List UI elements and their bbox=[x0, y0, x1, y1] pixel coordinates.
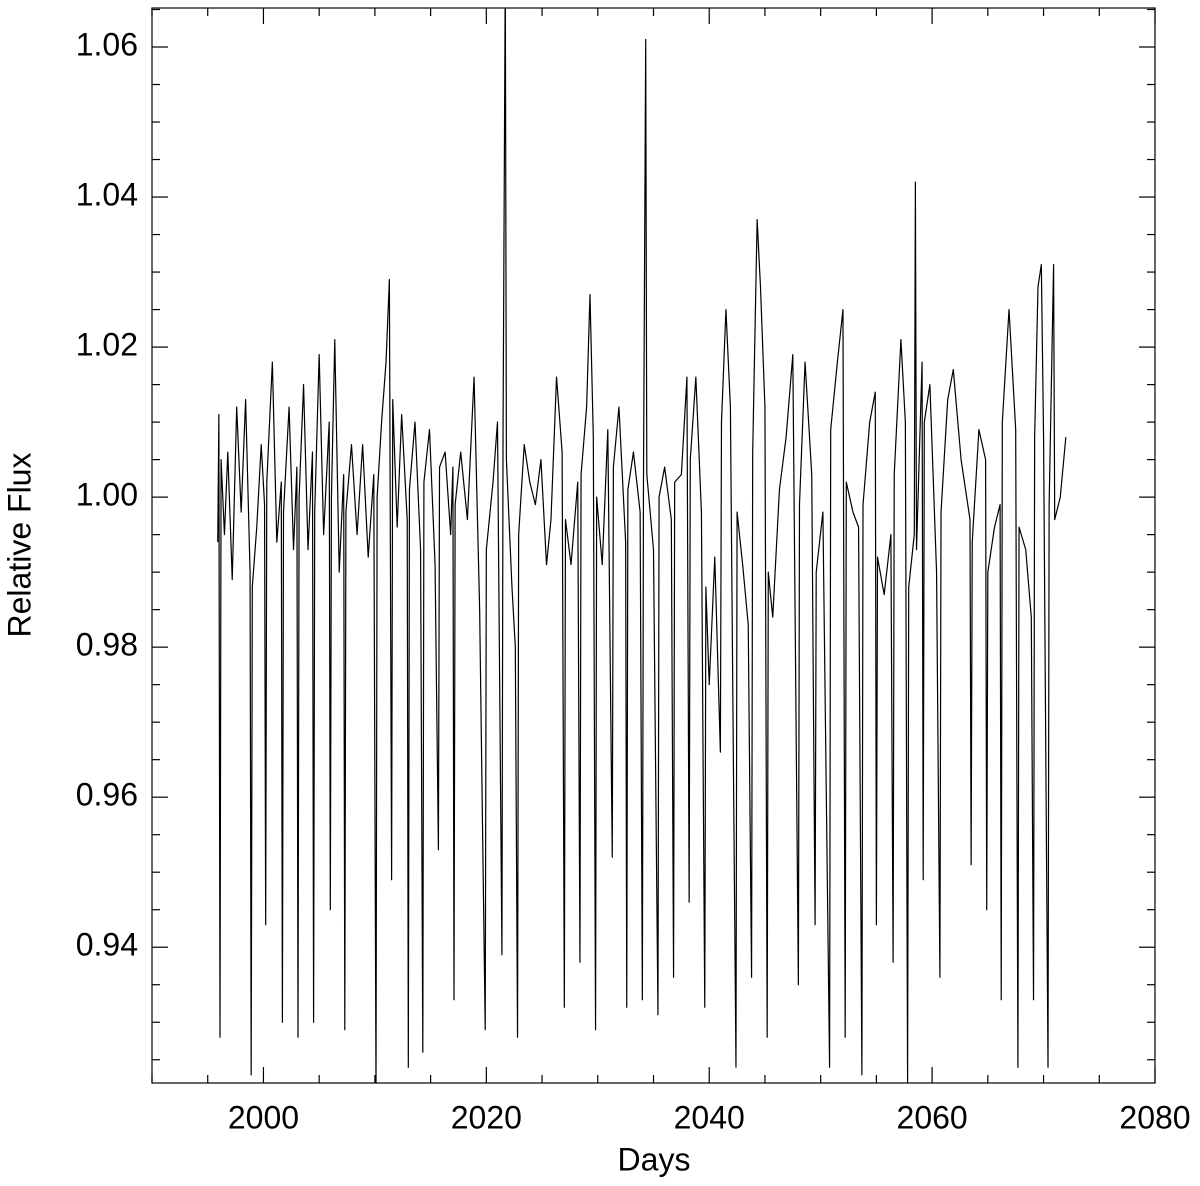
x-tick-label: 2000 bbox=[228, 1099, 299, 1135]
x-axis-label: Days bbox=[618, 1141, 691, 1177]
y-axis-label: Relative Flux bbox=[1, 453, 37, 638]
y-tick-label: 0.98 bbox=[76, 627, 138, 663]
x-tick-label: 2040 bbox=[674, 1099, 745, 1135]
y-tick-label: 0.94 bbox=[76, 927, 138, 963]
flux-line bbox=[217, 8, 1067, 1083]
x-tick-label: 2080 bbox=[1119, 1099, 1190, 1135]
y-tick-label: 1.04 bbox=[76, 176, 138, 212]
x-tick-label: 2060 bbox=[897, 1099, 968, 1135]
x-tick-label: 2020 bbox=[451, 1099, 522, 1135]
y-tick-label: 1.06 bbox=[76, 26, 138, 62]
y-tick-label: 1.02 bbox=[76, 327, 138, 363]
y-tick-label: 0.96 bbox=[76, 777, 138, 813]
y-tick-label: 1.00 bbox=[76, 477, 138, 513]
